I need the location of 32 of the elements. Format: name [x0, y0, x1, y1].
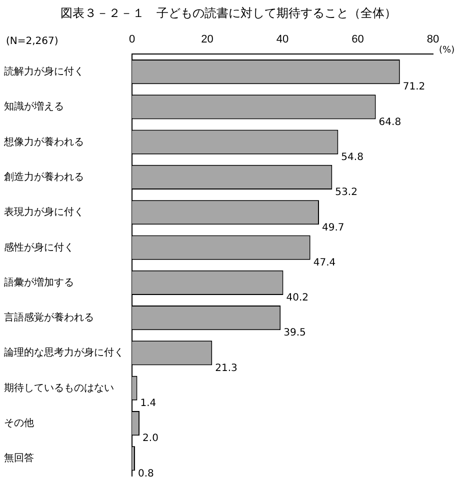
data-label: 71.2	[402, 82, 426, 93]
y-tick-label: 論理的な思考力が身に付く	[4, 346, 124, 359]
y-tick-label: 言語感覚が養われる	[4, 312, 94, 324]
data-label: 21.3	[215, 362, 238, 374]
y-tick-label: 創造力が養われる	[4, 170, 84, 183]
data-label: 2.0	[142, 433, 158, 444]
x-tick-label: 80	[426, 34, 440, 46]
x-tick-label: 40	[276, 34, 289, 46]
x-tick-label: 0	[128, 34, 136, 46]
text: (N=2,267)	[6, 36, 58, 47]
y-tick-label: 語彙が増加する	[4, 276, 74, 288]
data-label: 1.4	[140, 398, 156, 410]
y-tick-label: 無回答	[4, 452, 34, 464]
x-tick-label: 20	[201, 34, 214, 46]
y-tick-label: 読解力が身に付く	[4, 66, 84, 78]
data-label: 39.5	[284, 328, 306, 339]
y-tick-label: 感性が身に付く	[4, 241, 74, 254]
data-label: 64.8	[378, 116, 402, 128]
data-label: 53.2	[335, 187, 358, 198]
data-label: 40.2	[286, 292, 309, 304]
y-tick-label: 想像力が養われる	[3, 136, 84, 148]
y-tick-label: その他	[4, 417, 34, 430]
chart-title: 図表３－２－１ 子どもの読書に対して期待すること（全体）	[60, 5, 398, 22]
x-tick-label: 60	[352, 34, 364, 46]
data-label: 49.7	[322, 222, 344, 234]
y-tick-label: 表現力が身に付く	[4, 206, 84, 218]
data-label: 0.8	[138, 468, 154, 480]
y-tick-label: 知識が増える	[4, 100, 64, 113]
data-label: 47.4	[313, 257, 336, 268]
x-axis-title: (%)	[439, 46, 455, 56]
data-label: 54.8	[341, 152, 364, 163]
y-tick-label: 期待しているものはない	[4, 382, 114, 394]
